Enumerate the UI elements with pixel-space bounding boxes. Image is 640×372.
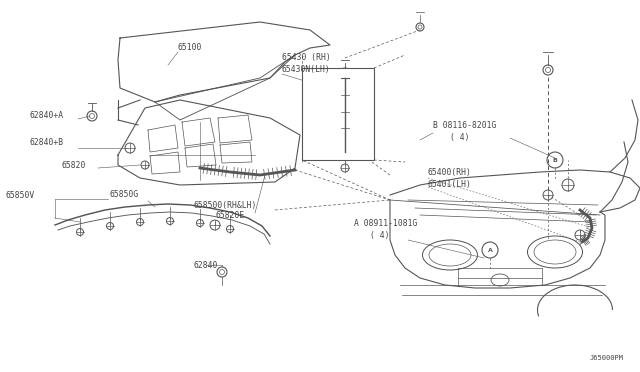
- Text: B 08116-8201G: B 08116-8201G: [433, 121, 497, 130]
- Text: 65820E: 65820E: [215, 211, 244, 220]
- Text: 62840: 62840: [193, 261, 218, 270]
- Text: A 08911-1081G: A 08911-1081G: [354, 219, 417, 228]
- Text: J65000PM: J65000PM: [590, 355, 624, 361]
- Text: 62840+B: 62840+B: [30, 138, 64, 147]
- Bar: [302, 68, 374, 160]
- Text: A: A: [488, 247, 492, 253]
- Text: B: B: [552, 157, 557, 163]
- Text: ( 4): ( 4): [370, 231, 390, 240]
- Text: 65430N(LH): 65430N(LH): [282, 65, 331, 74]
- Text: 65401(LH): 65401(LH): [428, 180, 472, 189]
- Text: ( 4): ( 4): [450, 133, 470, 142]
- Text: 65100: 65100: [178, 43, 202, 52]
- Text: 65850V: 65850V: [5, 191, 35, 200]
- Text: 658500(RH&LH): 658500(RH&LH): [193, 201, 257, 210]
- Text: 65850G: 65850G: [110, 190, 140, 199]
- Text: 65430 (RH): 65430 (RH): [282, 53, 331, 62]
- Text: 65400(RH): 65400(RH): [428, 168, 472, 177]
- Text: 65820: 65820: [62, 161, 86, 170]
- Text: 62840+A: 62840+A: [30, 111, 64, 120]
